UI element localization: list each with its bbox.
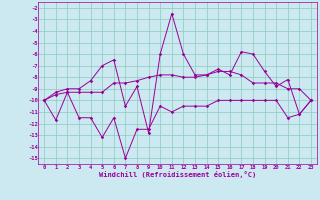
X-axis label: Windchill (Refroidissement éolien,°C): Windchill (Refroidissement éolien,°C) [99, 171, 256, 178]
